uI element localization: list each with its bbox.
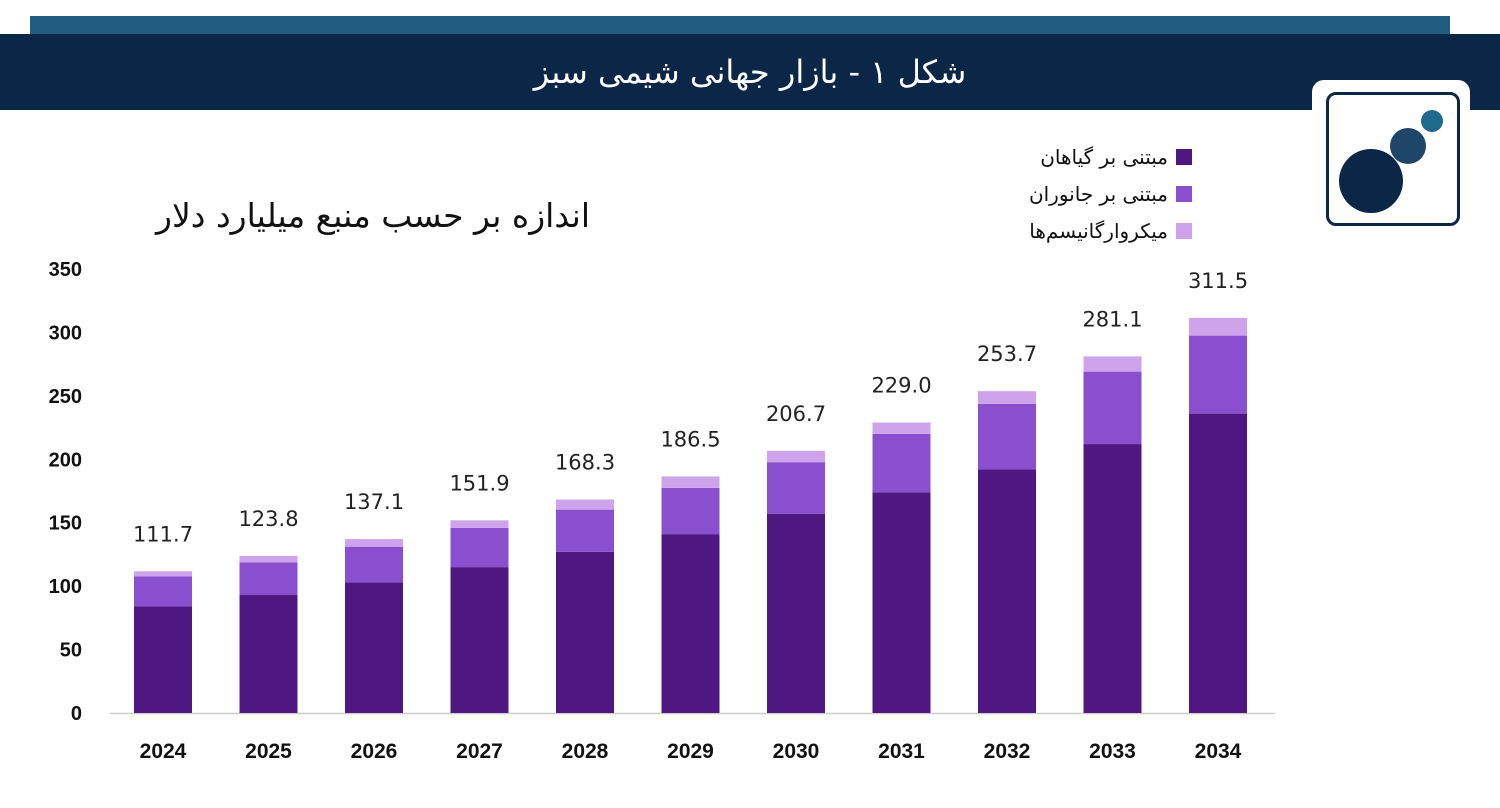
bar-total-label: 253.7	[977, 342, 1037, 366]
legend-swatch-microorganisms	[1176, 222, 1192, 239]
x-tick-label: 2028	[562, 740, 609, 763]
x-tick-label: 2029	[667, 740, 714, 763]
chart-legend: مبتنی بر گیاهان مبتنی بر جانوران میکروار…	[932, 138, 1192, 249]
x-tick-label: 2034	[1195, 740, 1242, 763]
bar-total-label: 137.1	[344, 490, 404, 514]
bar-segment-microorganisms	[134, 571, 192, 577]
bar-segment-plants	[767, 513, 825, 713]
bar-segment-animals	[345, 546, 403, 583]
bar-segment-plants	[1083, 444, 1142, 713]
bar-segment-plants	[345, 582, 403, 713]
bar-segment-animals	[661, 487, 720, 535]
figure-title: شکل ۱ - بازار جهانی شیمی سبز	[533, 53, 967, 91]
y-tick-label: 300	[49, 322, 82, 344]
bar-total-label: 168.3	[555, 450, 615, 474]
x-tick-label: 2024	[140, 740, 187, 763]
bar-segment-animals	[556, 509, 614, 552]
bar-segment-animals	[450, 527, 509, 568]
bar-segment-plants	[1189, 413, 1247, 713]
bar-segment-plants	[978, 469, 1036, 713]
y-tick-label: 50	[60, 640, 82, 662]
legend-item-animals: مبتنی بر جانوران	[932, 175, 1192, 212]
legend-swatch-animals	[1176, 185, 1192, 202]
logo	[1326, 92, 1460, 226]
bar-segment-microorganisms	[239, 555, 298, 563]
bar-segment-microorganisms	[345, 539, 403, 547]
bar-segment-microorganisms	[872, 422, 931, 434]
bar-segment-animals	[1083, 371, 1142, 445]
bar-segment-animals	[872, 433, 931, 493]
bar-total-label: 206.7	[766, 402, 826, 426]
three-circles-logo-icon	[1339, 110, 1443, 213]
x-tick-label: 2027	[456, 740, 503, 763]
y-tick-label: 250	[49, 386, 82, 408]
bar-segment-animals	[1189, 335, 1247, 414]
bar-total-label: 111.7	[133, 522, 193, 546]
x-tick-label: 2025	[245, 740, 292, 763]
bar-segment-plants	[239, 595, 298, 713]
y-tick-label: 100	[49, 576, 82, 598]
legend-label-microorganisms: میکروارگانیسم‌ها	[1029, 218, 1168, 243]
bar-segment-plants	[450, 567, 509, 713]
bar-segment-microorganisms	[450, 520, 509, 528]
x-tick-label: 2026	[351, 740, 398, 763]
bar-total-label: 123.8	[238, 507, 298, 531]
legend-label-plants: مبتنی بر گیاهان	[1040, 144, 1168, 169]
x-tick-label: 2033	[1089, 740, 1136, 763]
bar-total-label: 151.9	[449, 471, 509, 495]
legend-swatch-plants	[1176, 148, 1192, 165]
bar-total-label: 281.1	[1082, 307, 1142, 331]
bar-segment-plants	[661, 534, 720, 713]
bar-segment-animals	[239, 562, 298, 596]
legend-item-microorganisms: میکروارگانیسم‌ها	[932, 212, 1192, 249]
bar-segment-animals	[978, 403, 1036, 470]
bar-segment-plants	[556, 551, 614, 713]
x-tick-label: 2032	[984, 740, 1031, 763]
bar-segment-microorganisms	[661, 476, 720, 488]
x-tick-label: 2031	[878, 740, 925, 763]
bar-segment-microorganisms	[1083, 356, 1142, 372]
bar-segment-plants	[872, 492, 931, 713]
bar-segment-microorganisms	[978, 391, 1036, 404]
bar-total-label: 186.5	[660, 427, 720, 451]
bar-segment-animals	[767, 462, 825, 514]
bar-total-label: 229.0	[871, 373, 931, 397]
bar-segment-microorganisms	[767, 450, 825, 463]
header-accent-strip	[30, 16, 1450, 34]
y-tick-label: 350	[49, 259, 82, 281]
y-tick-label: 200	[49, 449, 82, 471]
header-bar	[0, 34, 1500, 110]
legend-label-animals: مبتنی بر جانوران	[1028, 181, 1168, 206]
bar-segment-plants	[134, 606, 192, 713]
x-tick-label: 2030	[773, 740, 820, 763]
y-tick-label: 150	[49, 513, 82, 535]
bar-segment-microorganisms	[556, 499, 614, 510]
bar-segment-animals	[134, 576, 192, 607]
legend-item-plants: مبتنی بر گیاهان	[932, 138, 1192, 175]
y-tick-label: 0	[71, 703, 82, 725]
chart-title: اندازه بر حسب منبع میلیارد دلار	[156, 196, 590, 235]
bar-segment-microorganisms	[1189, 317, 1247, 336]
bar-total-label: 311.5	[1188, 269, 1248, 293]
